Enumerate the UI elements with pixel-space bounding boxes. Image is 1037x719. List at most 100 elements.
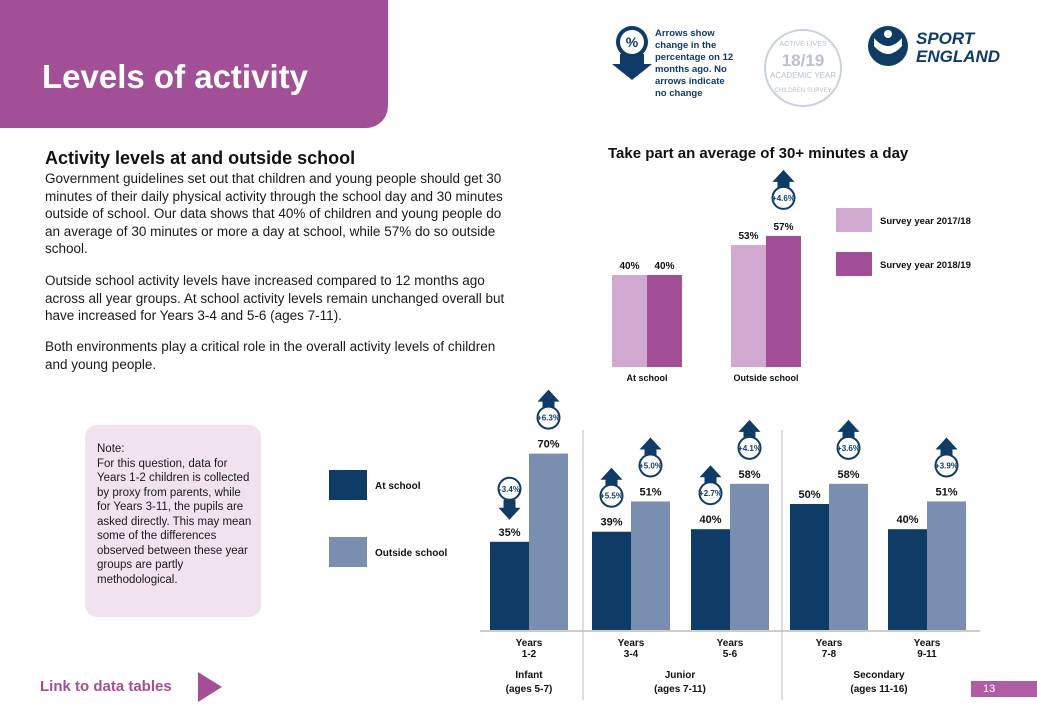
change-label: -3.4% xyxy=(499,485,520,494)
change-up-arrow-icon xyxy=(537,389,560,412)
paragraph-2: Outside school activity levels have incr… xyxy=(45,273,505,323)
change-label: +3.6% xyxy=(837,444,860,453)
bar xyxy=(529,453,568,630)
change-label: +2.7% xyxy=(699,489,722,498)
bar xyxy=(790,504,829,630)
change-indicator: +3.9% xyxy=(934,437,959,478)
data-label: 70% xyxy=(537,439,559,451)
change-indicator: +4.6% xyxy=(771,169,796,210)
bar xyxy=(647,275,682,367)
change-indicator: +2.7% xyxy=(698,465,723,506)
group-sublabel: (ages 5-7) xyxy=(506,684,553,695)
data-label: 35% xyxy=(498,527,520,539)
legend-swatch xyxy=(329,470,367,500)
change-circle xyxy=(536,405,561,430)
legend-label: At school xyxy=(375,481,421,492)
sport-england-logo-icon xyxy=(868,26,908,66)
change-label: +4.1% xyxy=(738,444,761,453)
change-up-arrow-icon xyxy=(738,419,761,442)
percent-symbol: % xyxy=(626,34,639,50)
category-label-line2: 7-8 xyxy=(822,649,837,660)
paragraph-3: Both environments play a critical role i… xyxy=(45,339,496,372)
change-circle xyxy=(737,435,762,460)
data-label: 51% xyxy=(935,486,957,498)
data-label: 40% xyxy=(619,261,639,272)
paragraph-1: Government guidelines set out that child… xyxy=(45,171,503,256)
change-circle xyxy=(497,476,522,501)
change-indicator: +5.0% xyxy=(638,437,663,478)
category-label: At school xyxy=(626,373,667,383)
change-circle xyxy=(638,453,663,478)
category-label-line1: Years xyxy=(816,638,843,649)
group-sublabel: (ages 11-16) xyxy=(850,684,907,695)
category-label-line2: 9-11 xyxy=(917,649,937,660)
page-number: 13 xyxy=(971,681,1037,697)
chart-title: Take part an average of 30+ minutes a da… xyxy=(608,145,909,162)
change-label: +5.5% xyxy=(600,492,623,501)
page-title: Levels of activity xyxy=(42,58,308,95)
category-label-line2: 5-6 xyxy=(723,649,738,660)
bar xyxy=(829,483,868,630)
change-circle xyxy=(934,453,959,478)
bar xyxy=(888,529,927,630)
percent-change-arrow-icon: % xyxy=(612,26,652,80)
legend-label: Survey year 2017/18 xyxy=(880,216,971,227)
group-label: Junior xyxy=(665,670,696,681)
category-label: Outside school xyxy=(733,373,798,383)
category-label-line2: 1-2 xyxy=(522,649,537,660)
data-label: 53% xyxy=(738,231,758,242)
data-label: 58% xyxy=(837,469,859,481)
change-label: +4.6% xyxy=(772,194,795,203)
note-box xyxy=(85,425,261,617)
data-label: 40% xyxy=(896,514,918,526)
bar xyxy=(592,531,631,630)
change-indicator: +5.5% xyxy=(599,467,624,508)
year-group-activity-chart: At school Outside school 35% -3.4% 70% +6.3% Y… xyxy=(329,389,980,700)
change-circle xyxy=(698,481,723,506)
change-up-arrow-icon xyxy=(772,169,795,192)
category-label-line1: Years xyxy=(516,638,543,649)
group-sublabel: (ages 7-11) xyxy=(654,684,706,695)
change-up-arrow-icon xyxy=(935,437,958,460)
change-indicator: +6.3% xyxy=(536,389,561,430)
survey-badge: ACTIVE LIVES 18/19 ACADEMIC YEAR CHILDRE… xyxy=(764,29,842,107)
change-up-arrow-icon xyxy=(699,465,722,488)
change-up-arrow-icon xyxy=(600,467,623,490)
change-down-arrow-icon xyxy=(498,499,521,520)
data-tables-link[interactable]: Link to data tables xyxy=(40,678,172,695)
change-circle xyxy=(836,435,861,460)
bar xyxy=(631,501,670,630)
change-circle xyxy=(599,483,624,508)
bar xyxy=(691,529,730,630)
logo-text: SPORT ENGLAND xyxy=(916,30,1000,66)
badge-line4: CHILDREN SURVEY xyxy=(775,88,832,94)
data-label: 40% xyxy=(654,261,674,272)
legend-swatch xyxy=(836,252,872,276)
category-label-line1: Years xyxy=(914,638,941,649)
bar xyxy=(731,245,766,367)
title-banner xyxy=(0,0,388,128)
change-label: +6.3% xyxy=(537,414,560,423)
bar xyxy=(612,275,647,367)
legend-swatch xyxy=(329,537,367,567)
badge-line1: ACTIVE LIVES xyxy=(779,41,826,48)
bar xyxy=(730,483,769,630)
group-label: Secondary xyxy=(853,670,905,681)
bar xyxy=(927,501,966,630)
legend-label: Outside school xyxy=(375,548,447,559)
section-heading: Activity levels at and outside school xyxy=(45,148,356,168)
change-indicator: +3.6% xyxy=(836,419,861,460)
data-label: 40% xyxy=(699,514,721,526)
change-indicator: -3.4% xyxy=(497,476,522,520)
legend-swatch xyxy=(836,208,872,232)
change-up-arrow-icon xyxy=(639,437,662,460)
data-label: 39% xyxy=(600,517,622,529)
bar xyxy=(490,541,529,630)
logo-line2: ENGLAND xyxy=(916,47,1001,66)
category-label-line1: Years xyxy=(717,638,744,649)
category-label-line1: Years xyxy=(618,638,645,649)
bar xyxy=(766,235,801,367)
change-label: +3.9% xyxy=(935,461,958,470)
link-arrow-icon[interactable] xyxy=(198,672,222,702)
data-label: 58% xyxy=(738,469,760,481)
